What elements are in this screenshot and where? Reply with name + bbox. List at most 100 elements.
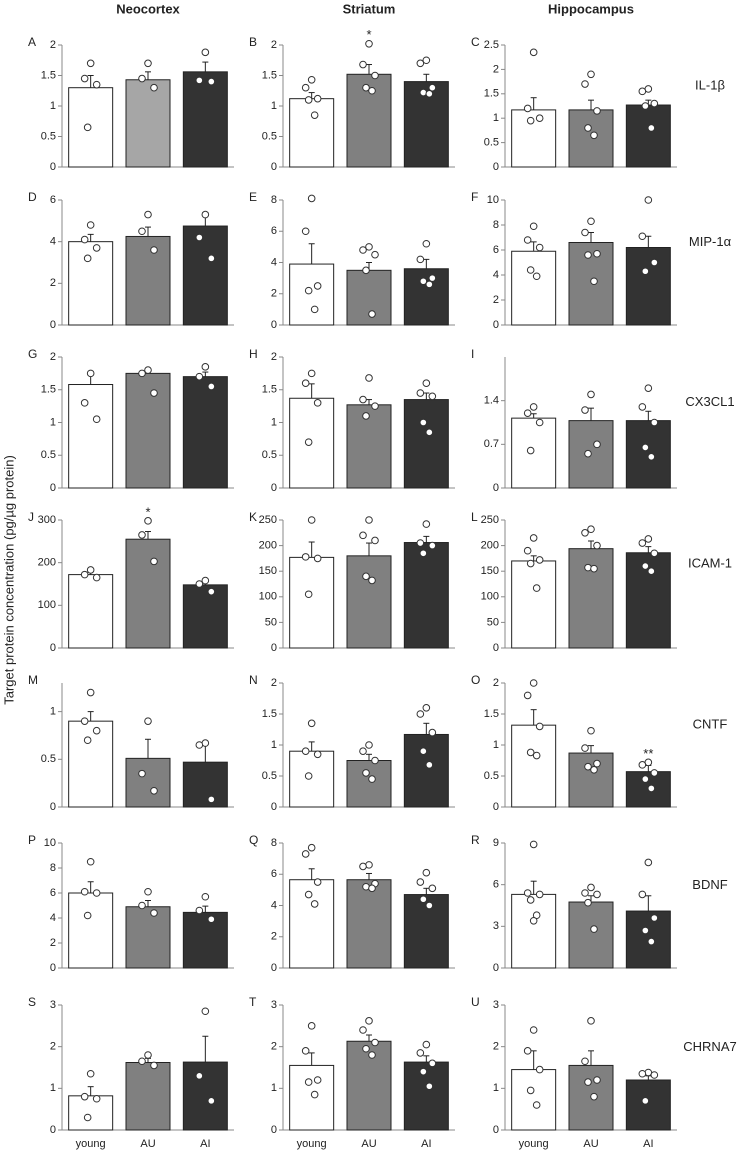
data-point (526, 116, 535, 125)
data-point (368, 1051, 376, 1059)
data-point (535, 418, 544, 427)
data-point (362, 83, 370, 92)
column-title: Hippocampus (548, 1, 634, 16)
data-point (587, 525, 595, 534)
data-point (138, 369, 146, 378)
y-tick-label: 0.5 (41, 753, 56, 765)
data-point (80, 1092, 89, 1101)
data-point (581, 889, 589, 897)
panel-label: B (249, 35, 257, 49)
data-point (526, 266, 535, 274)
bar (568, 752, 614, 808)
data-point (638, 1069, 647, 1078)
data-point (92, 244, 101, 252)
data-point (150, 246, 158, 254)
row-label: BDNF (692, 877, 727, 892)
data-point (301, 83, 310, 92)
y-tick-label: 10 (487, 194, 499, 206)
data-point (301, 227, 310, 236)
bar (125, 906, 171, 969)
data-point (581, 744, 589, 752)
data-point (371, 402, 379, 410)
y-tick-label: 0 (271, 319, 277, 331)
bar (346, 760, 392, 808)
data-point (368, 884, 376, 893)
data-point (638, 890, 647, 899)
data-point (150, 1061, 158, 1070)
bar (68, 574, 114, 649)
y-tick-label: 0 (493, 319, 499, 331)
bar (568, 109, 614, 168)
panel-label: K (249, 510, 257, 524)
data-point (307, 719, 316, 728)
data-point (368, 86, 376, 95)
data-point (428, 274, 437, 282)
y-tick-label: 0.5 (41, 130, 56, 142)
data-point (301, 379, 310, 388)
data-point (587, 70, 595, 79)
y-tick-label: 2 (271, 677, 277, 689)
data-point (638, 403, 647, 411)
data-point (647, 784, 656, 793)
data-point (644, 196, 653, 204)
data-point (523, 236, 532, 244)
y-tick-label: 3 (50, 999, 56, 1011)
data-point (195, 372, 204, 381)
data-point (523, 691, 532, 700)
panel-label: D (28, 190, 37, 204)
data-point (593, 890, 601, 899)
data-point (650, 418, 659, 427)
bar (182, 71, 228, 168)
y-tick-label: 1.5 (262, 708, 277, 720)
y-tick-label: 0.5 (262, 449, 277, 461)
data-point (650, 549, 659, 558)
data-point (313, 94, 322, 103)
data-point (416, 59, 425, 68)
data-point (207, 254, 216, 263)
y-tick-label: 1.5 (41, 69, 56, 81)
data-point (581, 80, 589, 88)
data-point (150, 389, 158, 397)
data-point (83, 736, 92, 745)
data-point (590, 1092, 598, 1101)
data-point (587, 1017, 595, 1025)
y-tick-label: 6 (50, 887, 56, 899)
data-point (638, 87, 647, 96)
data-point (307, 516, 316, 524)
row-label: IL-1β (695, 77, 725, 92)
data-point (80, 887, 89, 896)
data-point (150, 909, 158, 917)
data-point (201, 48, 210, 57)
row-label: ICAM-1 (688, 555, 732, 570)
data-point (419, 747, 428, 756)
y-tick-label: 1 (493, 112, 499, 124)
data-point (638, 761, 647, 769)
y-tick-label: 250 (259, 514, 277, 526)
y-tick-label: 0 (271, 962, 277, 974)
data-point (207, 795, 216, 804)
data-point (150, 83, 158, 92)
bar (625, 420, 671, 489)
data-point (647, 453, 656, 461)
y-tick-label: 2 (493, 294, 499, 306)
y-tick-label: 1 (271, 416, 277, 428)
data-point (587, 217, 595, 226)
data-point (526, 446, 535, 455)
data-point (92, 1094, 101, 1103)
data-point (83, 123, 92, 132)
data-point (593, 249, 601, 258)
data-point (371, 536, 379, 545)
data-point (532, 272, 541, 281)
data-point (313, 282, 322, 290)
data-point (581, 406, 589, 414)
data-point (304, 438, 313, 446)
y-tick-label: 0.7 (484, 438, 499, 450)
panel-label: M (28, 673, 38, 687)
data-point (532, 1101, 541, 1109)
bar (68, 892, 114, 969)
panel-label: U (471, 995, 480, 1009)
y-tick-label: 1.5 (262, 69, 277, 81)
data-point (526, 559, 535, 568)
data-point (86, 59, 95, 68)
data-point (428, 392, 437, 401)
